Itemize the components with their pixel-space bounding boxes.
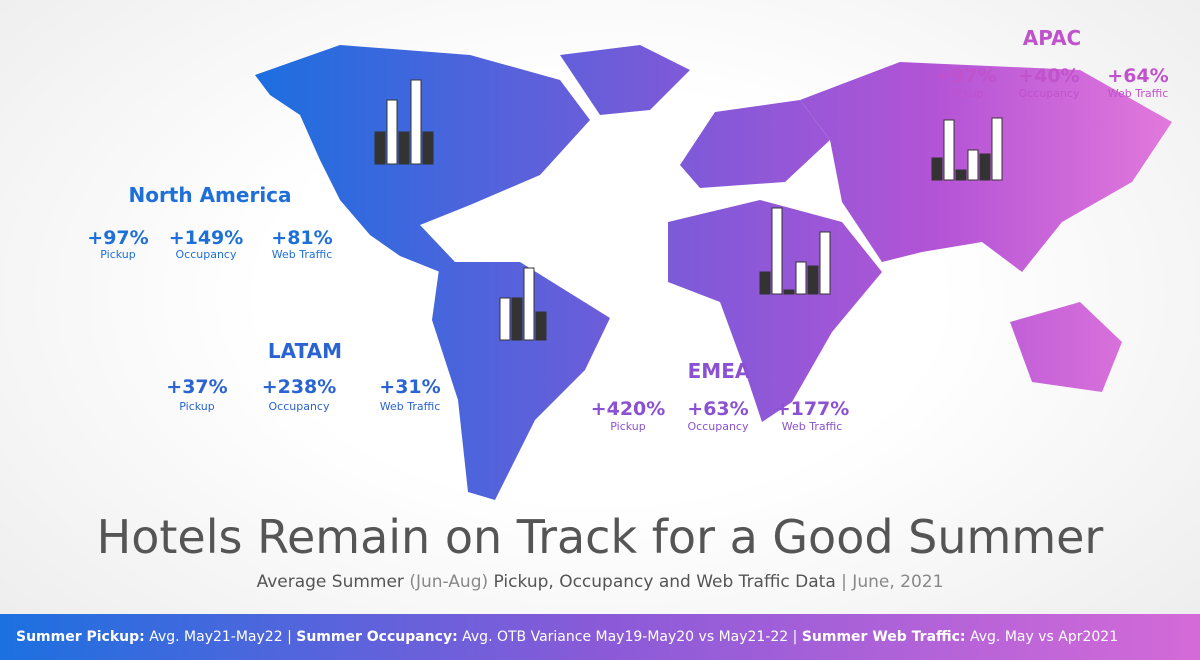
metric-value: +97% <box>935 65 996 87</box>
metric-label: Web Traffic <box>782 420 843 433</box>
region-name: APAC <box>1023 26 1081 50</box>
australia <box>1010 302 1122 392</box>
continents <box>255 45 1172 500</box>
metric-label: Pickup <box>100 248 135 261</box>
bar-icon <box>931 117 1003 181</box>
footer-definition: Avg. May vs Apr2021 <box>970 629 1119 645</box>
metric-label: Web Traffic <box>380 400 441 413</box>
metric-label: Pickup <box>948 87 983 100</box>
metric-value: +420% <box>591 398 666 420</box>
metric-value: +40% <box>1018 65 1079 87</box>
footer-term: Summer Web Traffic: <box>801 629 966 645</box>
footer-definition: Avg. May21-May22 | <box>149 629 292 645</box>
metric-label: Pickup <box>610 420 645 433</box>
metric-value: +63% <box>687 398 748 420</box>
metric-value: +177% <box>775 398 850 420</box>
footer: Summer Pickup: Avg. May21-May22 | Summer… <box>0 614 1200 660</box>
metric-value: +37% <box>166 376 227 398</box>
metric-label: Web Traffic <box>1108 87 1169 100</box>
europe <box>680 100 830 188</box>
metric-label: Occupancy <box>269 400 330 413</box>
south-america <box>432 262 610 500</box>
title: Hotels Remain on Track for a Good Summer <box>96 510 1104 564</box>
footer-term: Summer Occupancy: <box>296 629 458 645</box>
region-name: North America <box>128 183 291 207</box>
metric-value: +64% <box>1107 65 1168 87</box>
metric-value: +149% <box>169 227 244 249</box>
metric-label: Pickup <box>179 400 214 413</box>
metric-label: Occupancy <box>1019 87 1080 100</box>
central-america <box>370 225 455 272</box>
subtitle-period: (Jun-Aug) <box>409 572 489 592</box>
bar-icon <box>374 79 434 165</box>
region-name: LATAM <box>268 339 342 363</box>
bar-icon <box>499 267 547 341</box>
footer-definition: Avg. OTB Variance May19-May20 vs May21-2… <box>462 629 798 645</box>
metric-label: Occupancy <box>176 248 237 261</box>
metric-value: +81% <box>271 227 332 249</box>
subtitle: Average Summer (Jun-Aug) Pickup, Occupan… <box>0 572 1200 592</box>
subtitle-topic: Pickup, Occupancy and Web Traffic Data <box>493 572 836 592</box>
greenland <box>560 45 690 115</box>
region-name: EMEA <box>688 359 751 383</box>
world-map: North America+97%Pickup+149%Occupancy+81… <box>87 26 1172 500</box>
region-stats: North America+97%Pickup+149%Occupancy+81… <box>87 26 1168 433</box>
footer-term: Summer Pickup: <box>16 629 145 645</box>
metric-label: Occupancy <box>688 420 749 433</box>
metric-value: +31% <box>379 376 440 398</box>
bar-icon <box>759 207 831 295</box>
metric-label: Web Traffic <box>272 248 333 261</box>
subtitle-lead: Average Summer <box>256 572 404 592</box>
metric-value: +97% <box>87 227 148 249</box>
metric-value: +238% <box>262 376 337 398</box>
subtitle-date: | June, 2021 <box>841 572 944 592</box>
